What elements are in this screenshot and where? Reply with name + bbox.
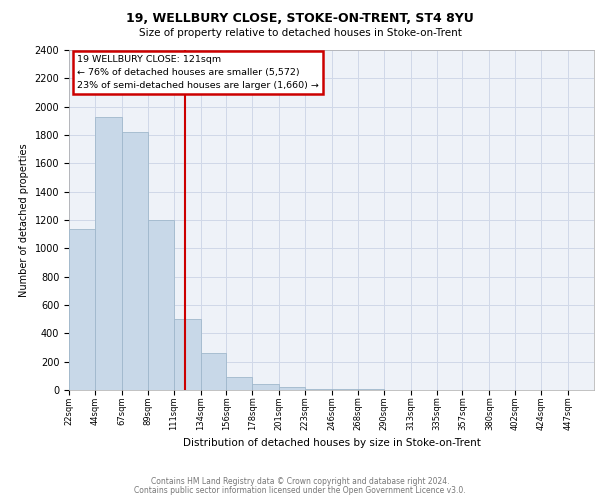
Bar (95, 116, 122, 390)
Bar (252, 384, 279, 390)
Bar (279, 387, 305, 390)
Bar (173, 319, 200, 390)
Text: 19 WELLBURY CLOSE: 121sqm
← 76% of detached houses are smaller (5,572)
23% of se: 19 WELLBURY CLOSE: 121sqm ← 76% of detac… (77, 55, 319, 90)
Bar (226, 377, 252, 390)
Text: 19, WELLBURY CLOSE, STOKE-ON-TRENT, ST4 8YU: 19, WELLBURY CLOSE, STOKE-ON-TRENT, ST4 … (126, 12, 474, 26)
Y-axis label: Number of detached properties: Number of detached properties (19, 143, 29, 297)
Text: Contains public sector information licensed under the Open Government Licence v3: Contains public sector information licen… (134, 486, 466, 495)
Text: Contains HM Land Registry data © Crown copyright and database right 2024.: Contains HM Land Registry data © Crown c… (151, 477, 449, 486)
Bar (200, 353, 226, 390)
Bar (332, 389, 358, 390)
Bar (69, 228, 95, 390)
Text: Size of property relative to detached houses in Stoke-on-Trent: Size of property relative to detached ho… (139, 28, 461, 38)
Bar (122, 132, 148, 390)
Bar (148, 220, 173, 390)
Bar (305, 388, 332, 390)
X-axis label: Distribution of detached houses by size in Stoke-on-Trent: Distribution of detached houses by size … (182, 438, 481, 448)
